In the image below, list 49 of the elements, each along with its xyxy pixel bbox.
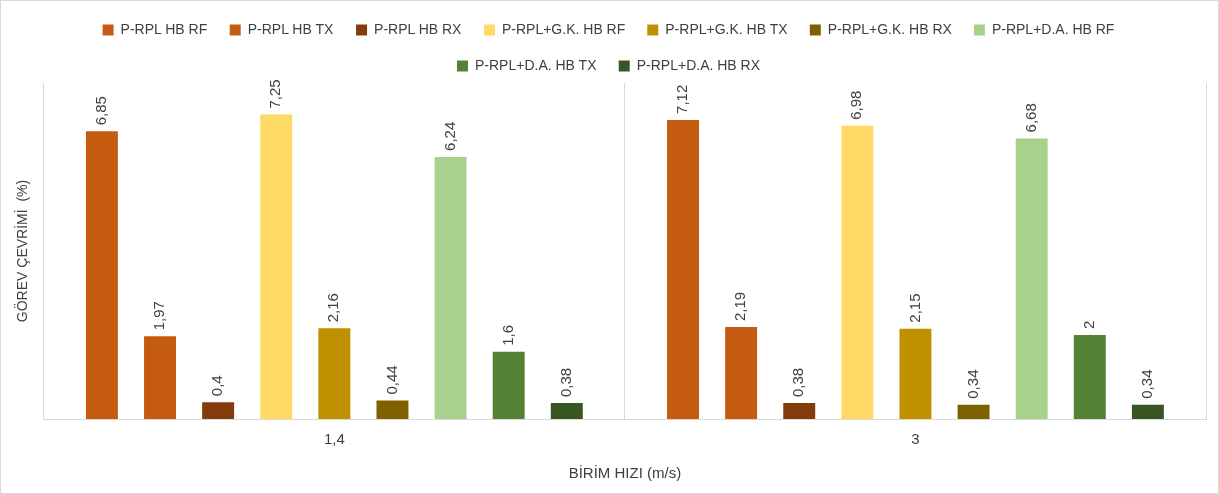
data-label: 2,15 bbox=[905, 293, 923, 323]
bar bbox=[1073, 335, 1106, 419]
legend-label: P-RPL+D.A. HB RX bbox=[636, 56, 761, 73]
x-axis-title: BİRİM HIZI (m/s) bbox=[568, 464, 682, 482]
legend-label: P-RPL+D.A. HB TX bbox=[474, 56, 598, 73]
data-label: 1,6 bbox=[498, 324, 516, 346]
data-label: 1,97 bbox=[150, 301, 168, 331]
data-label: 0,38 bbox=[556, 367, 574, 398]
bar bbox=[899, 328, 932, 419]
bar bbox=[783, 403, 816, 419]
legend-label: P-RPL HB RF bbox=[120, 20, 208, 37]
legend-label: P-RPL+G.K. HB RX bbox=[827, 20, 953, 37]
bar bbox=[841, 125, 874, 419]
data-label: 2 bbox=[1079, 320, 1097, 329]
data-label: 2,19 bbox=[731, 291, 749, 322]
legend-label: P-RPL+G.K. HB TX bbox=[665, 20, 789, 37]
bar bbox=[1131, 404, 1164, 419]
data-label: 0,44 bbox=[382, 365, 400, 395]
legend-label: P-RPL HB RX bbox=[374, 20, 463, 37]
data-label: 0,38 bbox=[789, 367, 807, 398]
data-label: 6,68 bbox=[1021, 103, 1039, 133]
data-label: 0,4 bbox=[208, 375, 226, 397]
bar bbox=[144, 336, 176, 419]
bar bbox=[202, 402, 235, 419]
data-label: 6,24 bbox=[440, 121, 458, 151]
data-label: 7,12 bbox=[673, 84, 691, 114]
bar bbox=[1015, 138, 1048, 419]
bar bbox=[667, 119, 699, 419]
data-label: 6,85 bbox=[92, 96, 110, 126]
x-tick-label: 1,4 bbox=[323, 430, 345, 448]
y-axis-title: GÖREV ÇEVRİMİ (%) bbox=[13, 179, 31, 323]
data-label: 6,98 bbox=[847, 90, 865, 120]
legend-label: P-RPL+G.K. HB RF bbox=[501, 20, 626, 37]
bar bbox=[550, 403, 583, 419]
bar bbox=[957, 404, 990, 419]
data-label: 0,34 bbox=[963, 369, 981, 399]
bar bbox=[725, 327, 758, 419]
bar bbox=[434, 156, 467, 419]
data-label: 0,34 bbox=[1138, 369, 1156, 399]
data-label: 7,25 bbox=[266, 79, 284, 109]
data-label: 2,16 bbox=[324, 293, 342, 323]
bar bbox=[318, 328, 351, 419]
bar bbox=[492, 351, 525, 419]
x-tick-label: 3 bbox=[911, 430, 920, 448]
legend-label: P-RPL HB TX bbox=[247, 20, 334, 37]
legend-label: P-RPL+D.A. HB RF bbox=[991, 20, 1115, 37]
bar bbox=[85, 131, 118, 419]
bar bbox=[376, 400, 409, 419]
bar bbox=[260, 114, 293, 419]
